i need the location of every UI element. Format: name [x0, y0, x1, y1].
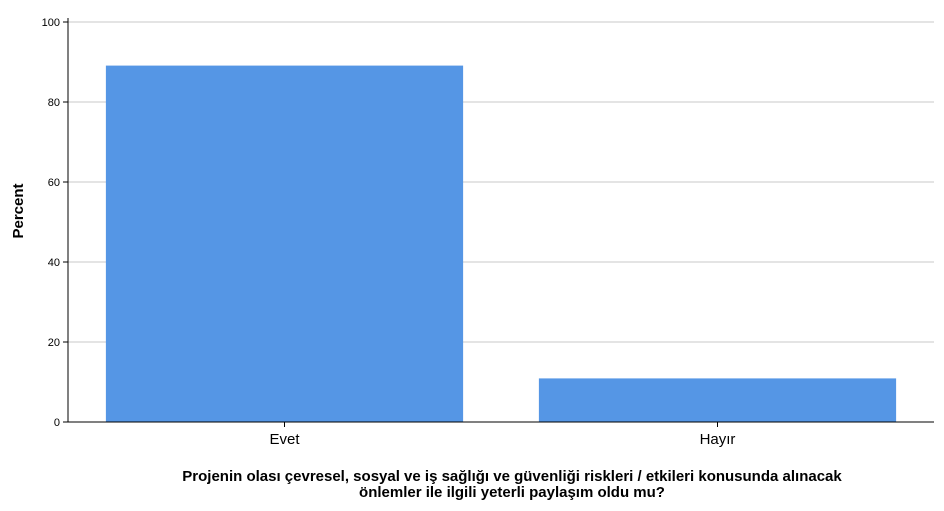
x-category-label: Hayır: [700, 431, 736, 448]
y-tick-label: 80: [48, 97, 60, 109]
x-category-labels: Evet Hayır: [269, 431, 735, 448]
bars: [105, 65, 897, 427]
x-axis-title-line-1: Projenin olası çevresel, sosyal ve iş sa…: [182, 468, 842, 485]
y-tick-label: 20: [48, 337, 60, 349]
axes: [67, 18, 934, 423]
y-tick-label: 0: [54, 417, 60, 429]
bar-1: [538, 378, 897, 422]
y-tick-label: 60: [48, 177, 60, 189]
x-category-label: Evet: [269, 431, 300, 448]
y-tick-label: 100: [42, 17, 60, 29]
y-tick-labels: 0 20 40 60 80 100: [42, 17, 60, 429]
x-axis-title-line-2: önlemler ile ilgili yeterli paylaşım old…: [359, 484, 665, 501]
bar-0: [105, 65, 464, 422]
y-tick-label: 40: [48, 257, 60, 269]
y-axis-title: Percent: [10, 183, 27, 238]
